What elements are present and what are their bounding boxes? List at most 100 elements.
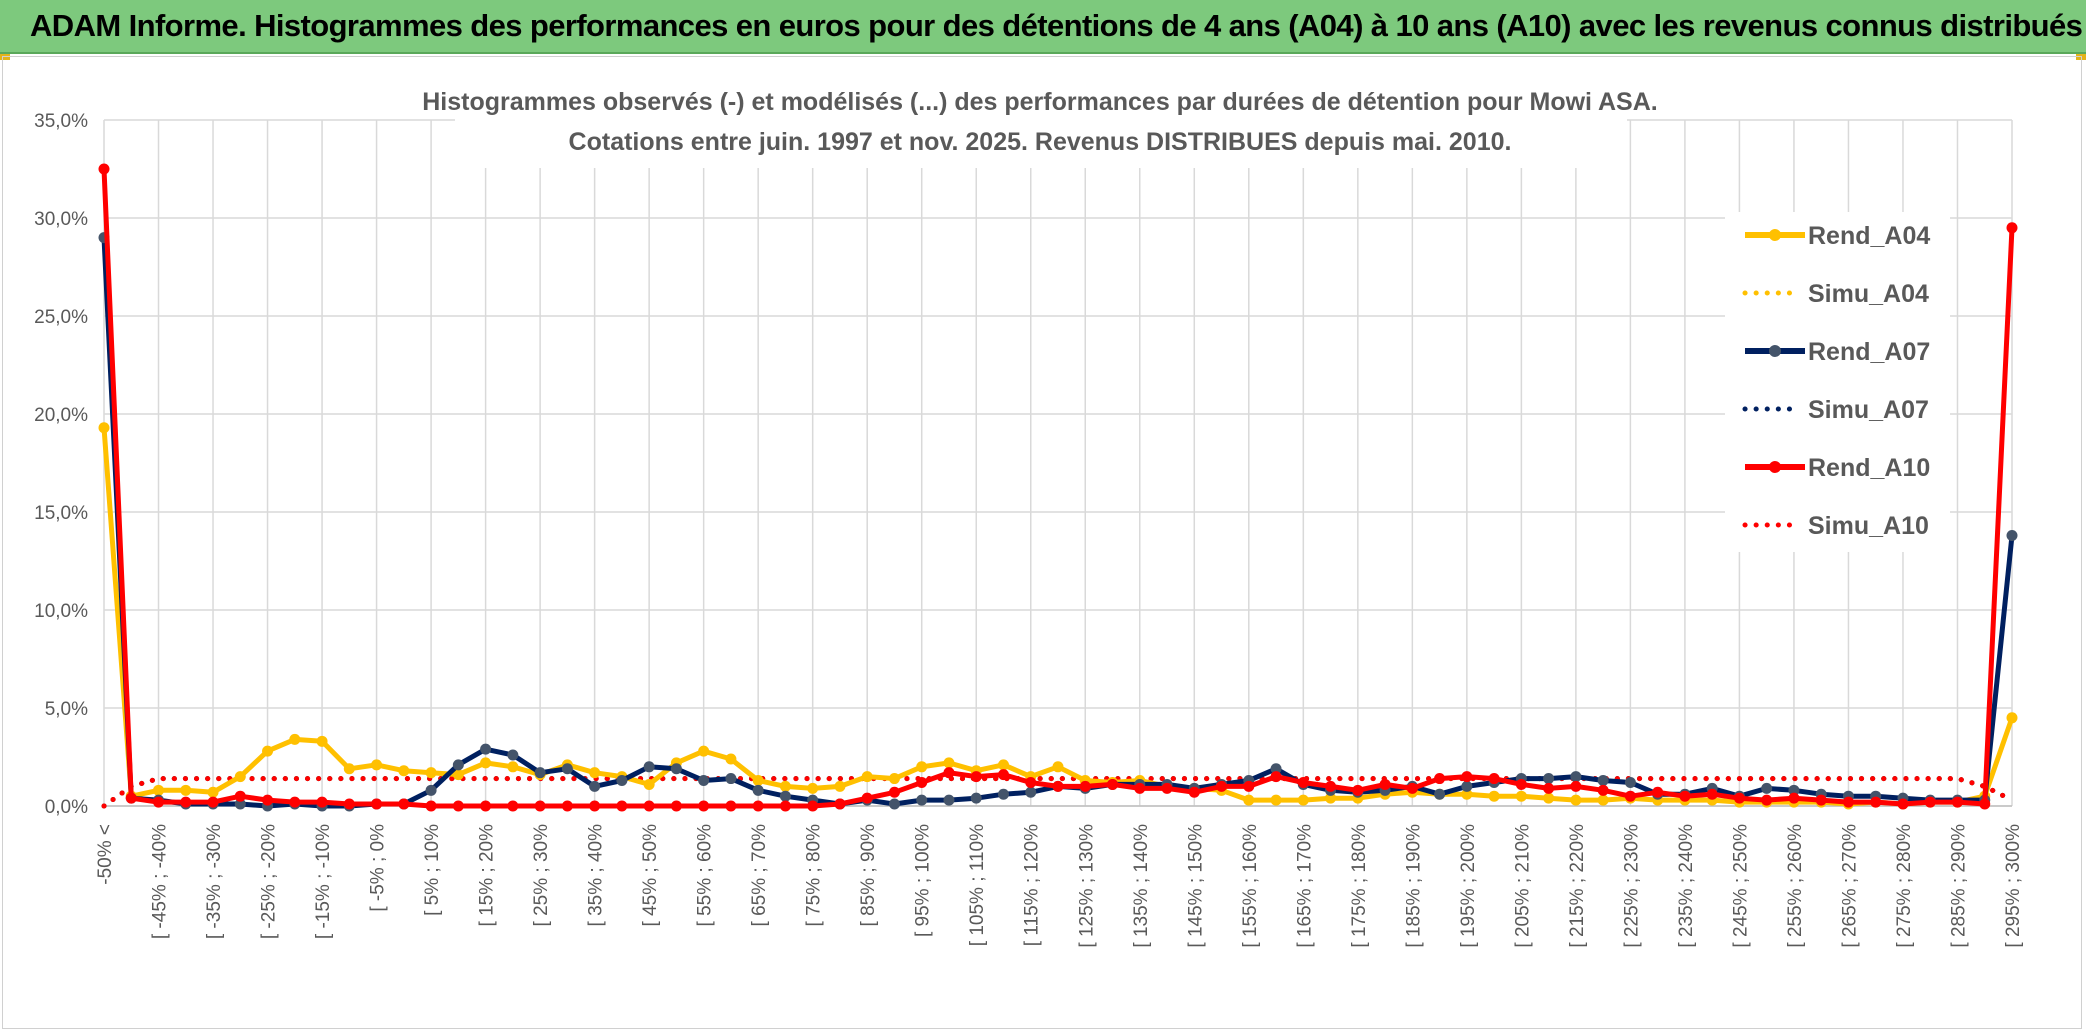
x-tick-label: [ 235% ; 240% <box>1676 824 1697 948</box>
data-point <box>1134 782 1146 794</box>
data-point <box>425 767 437 779</box>
x-tick-label: [ 75% ; 80% <box>804 824 825 927</box>
data-point <box>670 800 682 812</box>
x-tick-label: [ -15% ; -10% <box>313 824 334 939</box>
legend-label: Rend_A07 <box>1808 338 1930 366</box>
data-point <box>1543 782 1555 794</box>
data-point <box>98 422 110 434</box>
x-tick-label: [ 85% ; 90% <box>858 824 879 927</box>
y-tick-label: 25,0% <box>34 307 88 328</box>
data-point <box>943 794 955 806</box>
data-point <box>534 767 546 779</box>
data-point <box>1624 776 1636 788</box>
data-point <box>507 749 519 761</box>
data-point <box>888 786 900 798</box>
data-point <box>616 775 628 787</box>
data-point <box>1461 771 1473 783</box>
data-point <box>2006 712 2018 724</box>
data-point <box>1543 773 1555 785</box>
data-point <box>262 794 274 806</box>
data-point <box>1842 796 1854 808</box>
data-point <box>916 761 928 773</box>
legend-marker <box>1769 345 1781 357</box>
report-title: ADAM Informe. Histogrammes des performan… <box>30 8 2083 43</box>
data-point <box>398 765 410 777</box>
data-point <box>752 800 764 812</box>
series-line-simu_a10 <box>101 776 2015 809</box>
data-point <box>534 800 546 812</box>
x-tick-label: [ 55% ; 60% <box>695 824 716 927</box>
data-point <box>1815 794 1827 806</box>
data-point <box>725 800 737 812</box>
data-point <box>970 771 982 783</box>
data-point <box>1597 775 1609 787</box>
data-point <box>1788 792 1800 804</box>
data-point <box>125 792 137 804</box>
data-point <box>834 780 846 792</box>
x-tick-label: [ 285% ; 290% <box>1948 824 1969 948</box>
data-point <box>1270 763 1282 775</box>
data-point <box>1052 780 1064 792</box>
data-point <box>997 759 1009 771</box>
data-point <box>1733 792 1745 804</box>
x-tick-label: [ 275% ; 280% <box>1894 824 1915 948</box>
data-point <box>888 773 900 785</box>
data-point <box>1216 780 1228 792</box>
data-point <box>698 800 710 812</box>
y-tick-label: 35,0% <box>34 111 88 132</box>
data-point <box>1461 780 1473 792</box>
data-point <box>1161 782 1173 794</box>
x-tick-label: [ 225% ; 230% <box>1621 824 1642 948</box>
axes: 0,0% 5,0% 10,0% 15,0% 20,0% 25,0% 30,0% 35,0% -5… <box>34 111 2024 948</box>
chart-title: Histogrammes observés (-) et modélisés (… <box>422 88 1657 116</box>
data-point <box>1297 776 1309 788</box>
data-point <box>1788 784 1800 796</box>
data-point <box>670 763 682 775</box>
legend-label: Simu_A10 <box>1808 512 1929 540</box>
data-point <box>916 776 928 788</box>
data-point <box>1325 780 1337 792</box>
chart-title-block: Histogrammes observés (-) et modélisés (… <box>422 78 1658 168</box>
data-point <box>452 800 464 812</box>
data-point <box>1188 786 1200 798</box>
data-point <box>779 800 791 812</box>
x-tick-label: [ 175% ; 180% <box>1349 824 1370 948</box>
data-point <box>1243 794 1255 806</box>
x-tick-label: [ 95% ; 100% <box>913 824 934 937</box>
data-point <box>807 800 819 812</box>
data-point <box>643 800 655 812</box>
data-point <box>997 769 1009 781</box>
data-point <box>289 733 301 745</box>
data-point <box>1025 776 1037 788</box>
x-tick-label: [ 295% ; 300% <box>2003 824 2024 948</box>
data-point <box>153 796 165 808</box>
x-tick-label: [ 115% ; 120% <box>1022 824 1043 946</box>
legend-label: Rend_A10 <box>1808 454 1930 482</box>
data-point <box>452 759 464 771</box>
x-tick-label: [ 5% ; 10% <box>422 824 443 916</box>
data-point <box>1052 761 1064 773</box>
data-point <box>98 163 110 175</box>
data-point <box>779 790 791 802</box>
data-point <box>1543 792 1555 804</box>
data-point <box>480 800 492 812</box>
data-point <box>561 763 573 775</box>
data-point <box>643 778 655 790</box>
x-tick-label: [ 125% ; 130% <box>1076 824 1097 948</box>
x-tick-label: [ 245% ; 250% <box>1730 824 1751 948</box>
data-point <box>643 761 655 773</box>
series-lines <box>98 163 2018 812</box>
data-point <box>180 796 192 808</box>
x-tick-label: [ 255% ; 260% <box>1785 824 1806 948</box>
data-point <box>1079 780 1091 792</box>
data-point <box>807 782 819 794</box>
x-tick-label: [ 15% ; 20% <box>477 824 498 927</box>
legend-label: Simu_A07 <box>1808 396 1929 424</box>
data-point <box>834 798 846 810</box>
x-tick-label: [ -45% ; -40% <box>150 824 171 939</box>
chart-subtitle: Cotations entre juin. 1997 et nov. 2025.… <box>569 128 1512 156</box>
x-tick-label: [ -35% ; -30% <box>204 824 225 939</box>
data-point <box>289 796 301 808</box>
legend: Rend_A04 Simu_A04 Rend_A07 Simu_A07 Rend_A10… <box>1725 212 1950 552</box>
data-point <box>1570 794 1582 806</box>
